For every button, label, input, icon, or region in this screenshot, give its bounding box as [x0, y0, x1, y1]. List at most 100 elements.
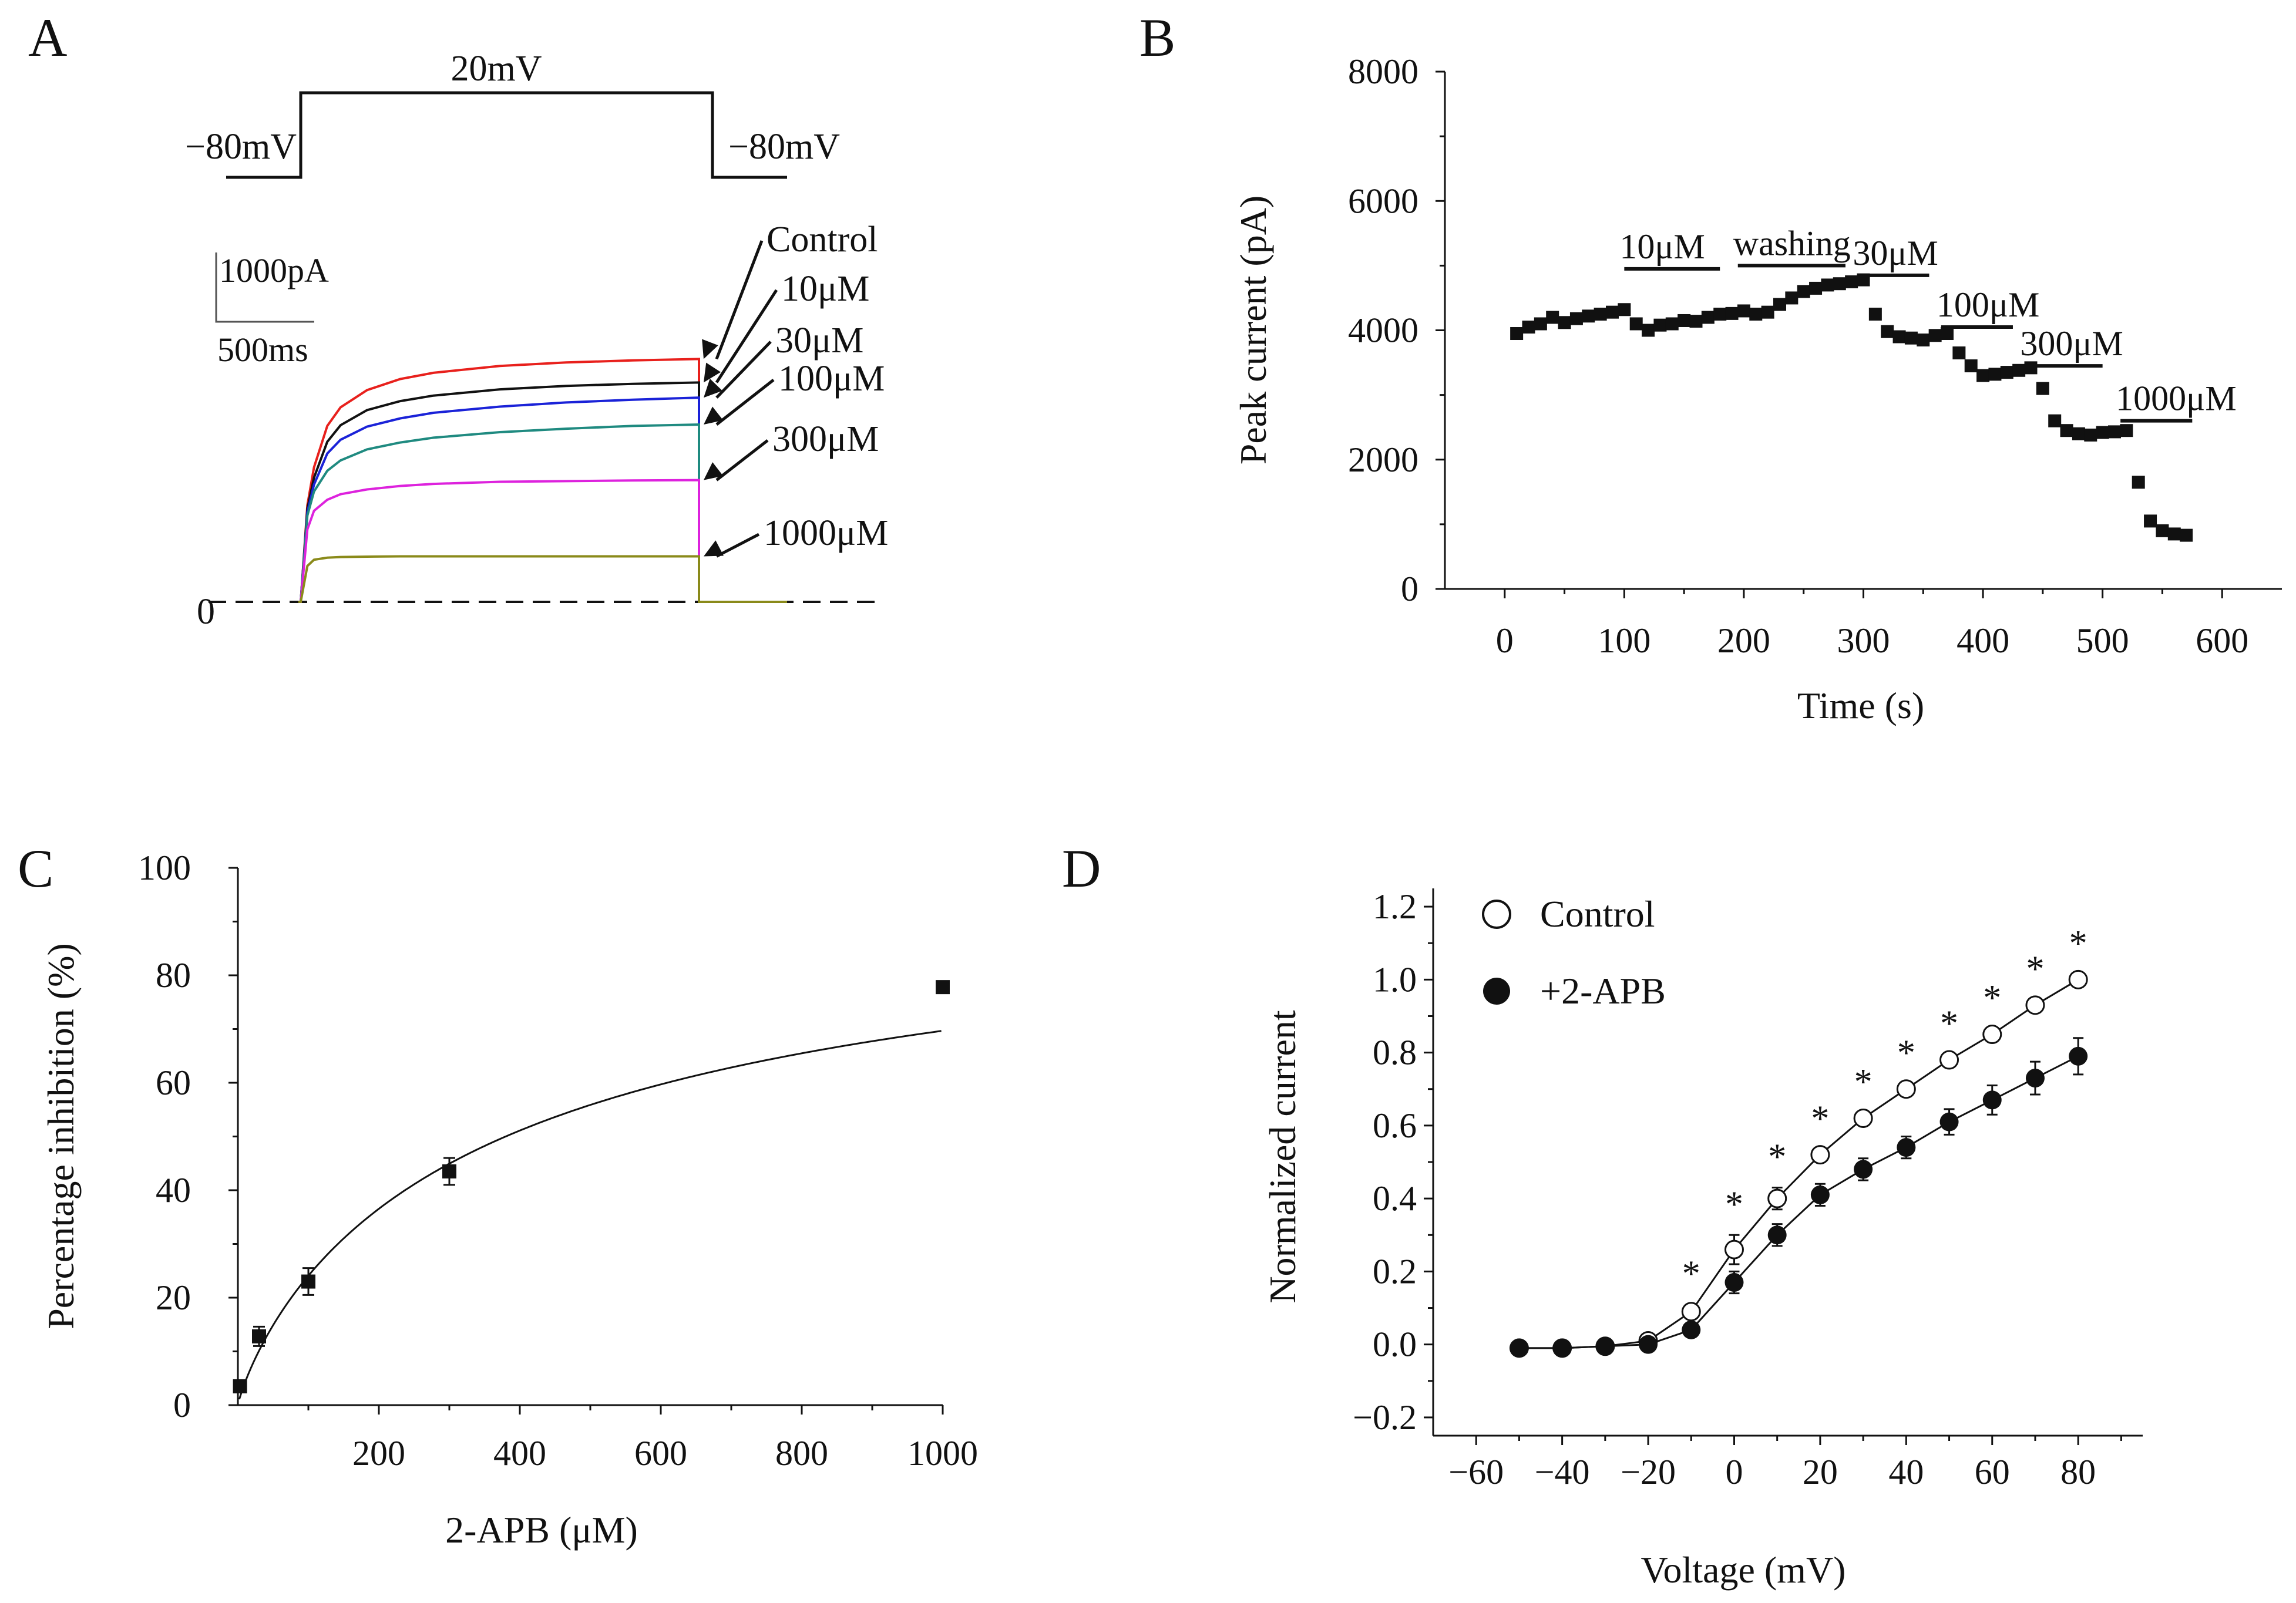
d-point-control: [2025, 995, 2045, 1015]
b-data-point: [1522, 320, 1535, 334]
b-data-point: [1701, 311, 1715, 324]
d-point-2-apb: [1939, 1112, 1959, 1131]
d-point-2-apb: [1767, 1225, 1787, 1245]
b-data-point: [1629, 317, 1643, 331]
b-treatment-label-washing: washing: [1733, 224, 1851, 262]
d-x-tick-label: 40: [1888, 1453, 1924, 1491]
b-data-point: [1941, 327, 1954, 341]
b-y-tick-label: 2000: [1348, 440, 1418, 479]
b-data-point: [1785, 291, 1799, 305]
d-x-tick-label: −60: [1448, 1453, 1504, 1491]
d-significance-star: *: [1854, 1062, 1873, 1102]
b-data-point: [1868, 307, 1882, 321]
c-x-tick-label: 800: [775, 1434, 828, 1473]
b-x-tick-label: 300: [1837, 621, 1890, 660]
trace-300-m: [298, 479, 787, 603]
b-treatment-label-300-m: 300μM: [2020, 324, 2123, 363]
trace-label-300-m: 300μM: [772, 419, 879, 459]
d-point-2-apb: [1552, 1338, 1572, 1358]
d-point-2-apb: [2025, 1069, 2045, 1088]
voltage-protocol-trace: [226, 91, 787, 179]
arrow-head-300-m: [704, 462, 724, 480]
b-data-point: [2108, 425, 2121, 439]
b-data-point: [2000, 366, 2013, 379]
c-y-axis-title: Percentage inhibition (%): [40, 943, 82, 1329]
b-data-point: [1773, 298, 1786, 311]
d-point-2-apb: [1854, 1160, 1873, 1179]
legend-control-marker: [1482, 900, 1511, 929]
scale-bar: [215, 252, 314, 323]
trace-label-30-m: 30μM: [775, 321, 863, 361]
b-data-point: [1582, 309, 1595, 323]
b-data-point: [1797, 285, 1810, 298]
panel-d: −60 −40 −20 0 20 40 60 80 −0.2 0.0 0.2 0.4 0.6 0.8 1.0…: [1262, 887, 2143, 1591]
b-treatment-label-30-m: 30μM: [1853, 234, 1938, 272]
d-x-tick-label: 20: [1803, 1453, 1838, 1491]
c-data-point: [442, 1164, 456, 1178]
d-point-2-apb: [1810, 1185, 1830, 1204]
panel-label-d: D: [1062, 838, 1101, 898]
d-y-tick-label: 1.2: [1373, 887, 1417, 926]
b-data-point: [1988, 368, 2002, 381]
d-y-tick-label: 0.8: [1373, 1033, 1417, 1072]
d-x-tick-label: −20: [1621, 1453, 1676, 1491]
panel-a: −80mV 20mV −80mV 1000pA 500ms 0 Control 1…: [185, 49, 888, 632]
d-point-control: [1896, 1079, 1916, 1099]
d-x-tick-label: −40: [1535, 1453, 1590, 1491]
b-data-point: [1857, 273, 1870, 287]
c-data-points: [233, 980, 950, 1393]
b-data-point: [1821, 278, 1834, 292]
arrow-head-1000-m: [704, 540, 724, 557]
d-significance-star: *: [1983, 978, 2001, 1018]
d-point-2-apb: [1897, 1138, 1916, 1157]
b-data-point: [1678, 314, 1691, 327]
b-y-tick-label: 8000: [1348, 52, 1418, 91]
trace-100-m: [298, 423, 787, 603]
arrow-head-30-m: [704, 378, 722, 398]
c-data-point: [233, 1379, 247, 1393]
b-x-tick-label: 200: [1717, 621, 1770, 660]
b-data-point: [2144, 514, 2157, 528]
d-y-tick-label: −0.2: [1353, 1398, 1417, 1437]
trace-1000-m: [298, 555, 787, 603]
arrow-head-100-m: [704, 406, 724, 425]
legend-2apb-label: +2-APB: [1540, 970, 1666, 1012]
b-data-point: [2132, 476, 2145, 489]
b-data-point: [1510, 327, 1524, 341]
trace-label-control: Control: [767, 220, 878, 260]
d-significance-stars: * * * * * * * * * *: [1682, 924, 2087, 1294]
arrow-line-control: [715, 240, 764, 360]
b-data-point: [1952, 346, 1966, 360]
b-data-point: [1904, 331, 1918, 345]
b-data-point: [1917, 334, 1930, 347]
trace-control: [298, 358, 787, 603]
b-data-point: [1845, 275, 1858, 288]
d-point-2-apb: [1510, 1338, 1529, 1358]
b-x-tick-label: 600: [2196, 621, 2248, 660]
b-data-point: [1737, 304, 1750, 318]
b-data-point: [1713, 307, 1727, 321]
d-y-tick-label: 0.0: [1373, 1325, 1417, 1364]
b-data-point: [1689, 315, 1703, 328]
arrow-line-300-m: [715, 439, 769, 481]
c-data-point: [252, 1329, 266, 1343]
c-y-tick-label: 20: [156, 1278, 191, 1317]
protocol-hold-label: −80mV: [185, 127, 297, 167]
panel-label-c: C: [18, 838, 53, 898]
b-data-point: [2012, 363, 2026, 377]
trace-label-1000-m: 1000μM: [764, 513, 888, 553]
c-x-tick-label: 400: [493, 1434, 546, 1473]
b-data-point: [1928, 329, 1942, 342]
panel-label-a: A: [28, 8, 67, 68]
b-data-point: [2024, 361, 2038, 375]
d-significance-star: *: [1897, 1033, 1915, 1073]
arrow-line-30-m: [715, 341, 772, 399]
b-y-tick-label: 4000: [1348, 311, 1418, 350]
d-significance-star: *: [1682, 1254, 1700, 1294]
d-x-tick-label: 0: [1725, 1453, 1743, 1491]
zero-label: 0: [197, 592, 215, 632]
b-data-point: [2072, 427, 2085, 440]
